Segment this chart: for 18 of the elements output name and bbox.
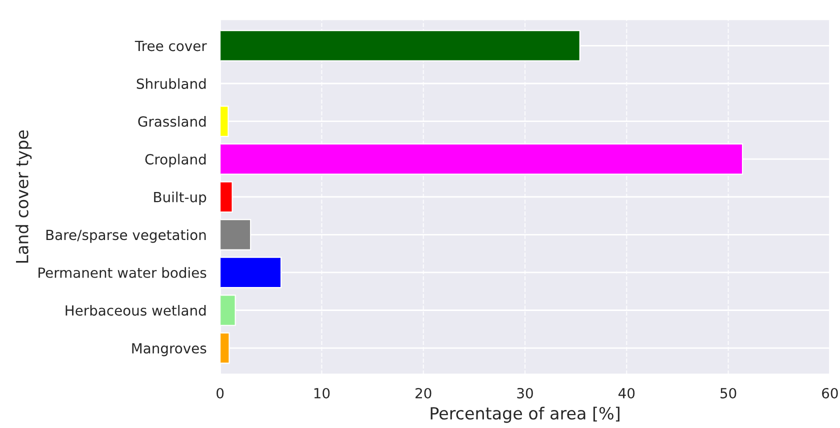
y-tick-label: Herbaceous wetland bbox=[66, 304, 206, 316]
y-tick-label: Mangroves bbox=[132, 343, 206, 356]
y-tick-label: Cropland bbox=[145, 154, 206, 168]
y-tick-label: Tree cover bbox=[134, 40, 207, 52]
x-tick-label: 40 bbox=[618, 388, 635, 398]
y-tick-label: Bare/sparse vegetation bbox=[46, 229, 206, 243]
x-tick-label: 50 bbox=[720, 388, 736, 398]
y-axis-title: Land cover type bbox=[16, 130, 32, 263]
y-tick-label: Shrubland bbox=[136, 78, 206, 89]
x-tick-label: 20 bbox=[416, 388, 432, 398]
x-tick-label: 60 bbox=[822, 388, 838, 398]
x-tick-label: 0 bbox=[216, 388, 224, 398]
x-tick-label: 30 bbox=[517, 388, 533, 398]
y-tick-label: Grassland bbox=[138, 116, 206, 127]
y-tick-label: Built-up bbox=[154, 192, 206, 206]
x-tick-label: 10 bbox=[314, 388, 330, 398]
y-tick-label: Permanent water bodies bbox=[38, 267, 206, 278]
x-axis-title: Percentage of area [%] bbox=[430, 406, 620, 423]
